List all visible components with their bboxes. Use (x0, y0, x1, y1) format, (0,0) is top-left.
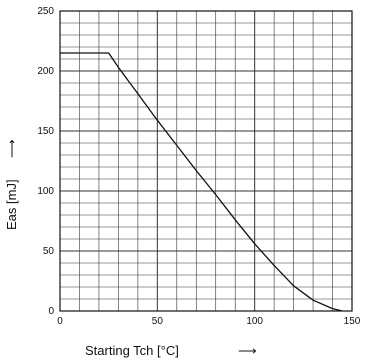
x-tick-label: 100 (246, 316, 263, 327)
x-tick-label: 150 (344, 316, 361, 327)
grid (59, 10, 353, 312)
x-tick-label: 50 (152, 316, 164, 327)
y-tick-label: 0 (48, 306, 54, 317)
y-tick-label: 150 (37, 126, 54, 137)
y-tick-label: 250 (37, 6, 54, 17)
plot-frame (59, 10, 353, 312)
y-tick-label: 100 (37, 186, 54, 197)
y-tick-label: 200 (37, 66, 54, 77)
x-axis-label: Starting Tch [°C] (85, 343, 179, 358)
x-tick-label: 0 (57, 316, 63, 327)
y-axis-arrow-icon: ⟶ (4, 139, 19, 158)
series-line (60, 52, 343, 312)
x-axis-arrow-icon: ⟶ (238, 343, 257, 358)
y-axis-label: Eas [mJ] (4, 179, 19, 230)
y-tick-label: 50 (43, 246, 55, 257)
curve-layer (60, 52, 343, 312)
tick-labels: 0 50 100 150 0 50 100 150 200 250 (37, 6, 360, 327)
